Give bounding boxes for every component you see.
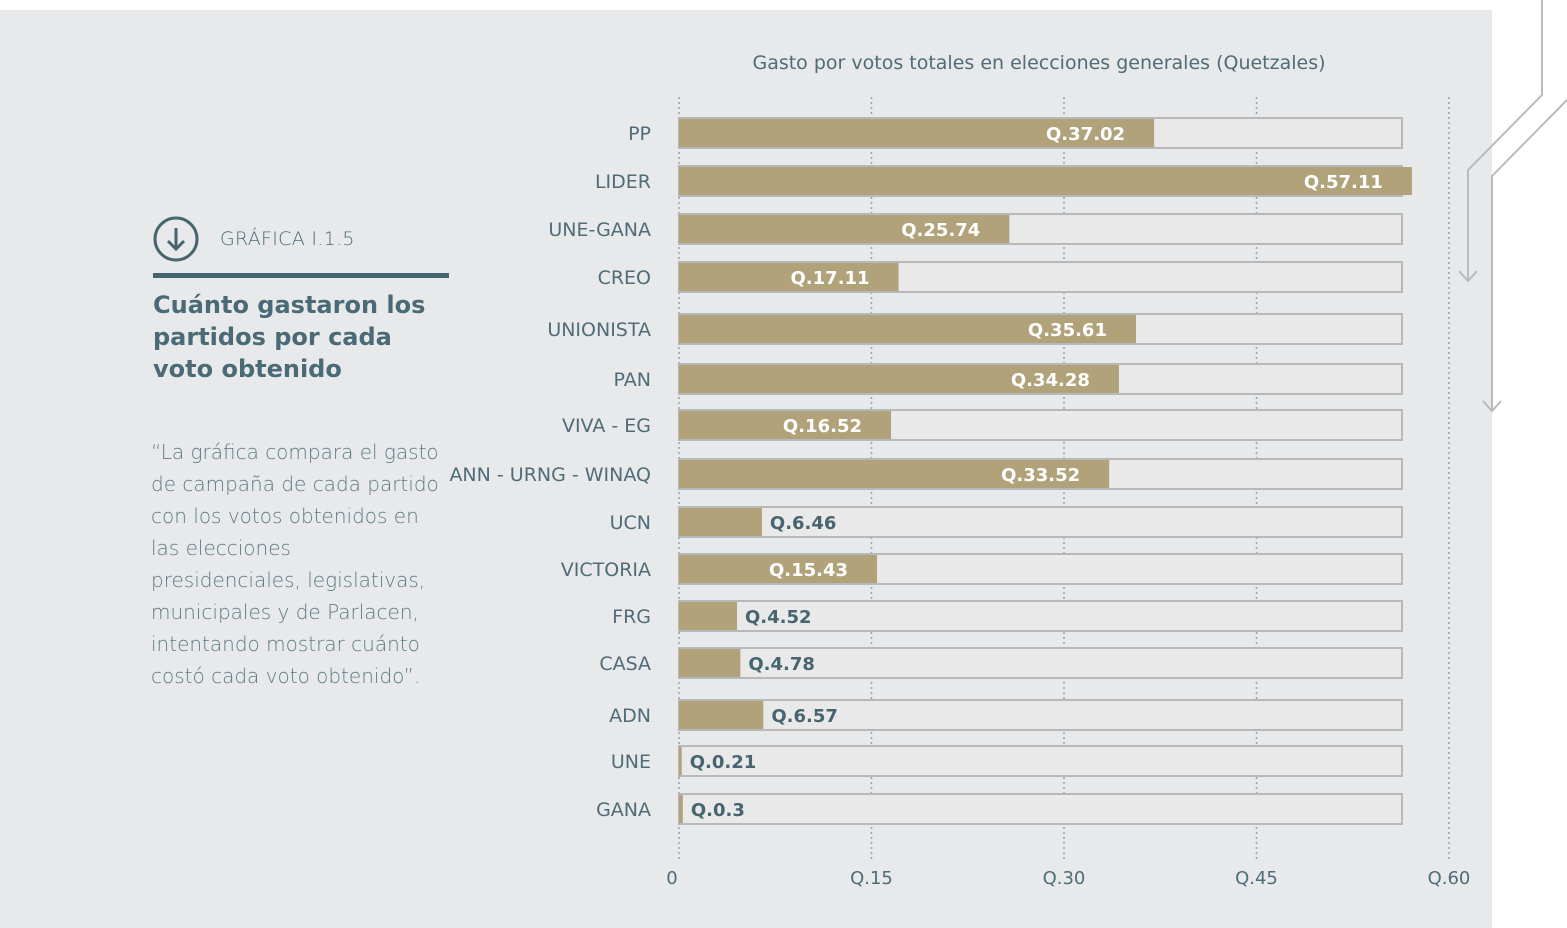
x-tick-label: Q.30 bbox=[1043, 868, 1086, 889]
bar-row: CASA Q.4.78 bbox=[599, 647, 1403, 679]
data-label: Q.16.52 bbox=[783, 416, 862, 437]
bar-row: FRG Q.4.52 bbox=[612, 600, 1403, 632]
bar bbox=[679, 747, 682, 775]
bar-row: VIVA - EG Q.16.52 bbox=[562, 409, 1403, 441]
bar bbox=[679, 411, 892, 439]
category-label: CASA bbox=[599, 653, 651, 675]
x-tick-label: Q.60 bbox=[1428, 868, 1471, 889]
data-label: Q.35.61 bbox=[1028, 320, 1107, 341]
data-label: Q.4.78 bbox=[748, 654, 815, 675]
bar bbox=[679, 795, 683, 823]
bar bbox=[679, 315, 1136, 343]
figure-title: Cuánto gastaron los partidos por cada vo… bbox=[153, 291, 426, 383]
data-label: Q.4.52 bbox=[745, 607, 812, 628]
bar-track bbox=[678, 699, 1403, 731]
bar-row: PP Q.37.02 bbox=[628, 117, 1403, 149]
data-label: Q.17.11 bbox=[791, 268, 870, 289]
bar bbox=[679, 555, 878, 583]
bar-row: ANN - URNG - WINAQ Q.33.52 bbox=[449, 458, 1403, 490]
category-label: UNIONISTA bbox=[547, 319, 651, 341]
bar-track bbox=[678, 745, 1403, 777]
x-tick-label: 0 bbox=[666, 868, 677, 889]
bar bbox=[679, 263, 899, 291]
title-divider bbox=[153, 273, 449, 278]
bar bbox=[679, 365, 1119, 393]
bars: PP Q.37.02 LIDER Q.57.11 UNE-GANA Q.25.74 CREO… bbox=[449, 117, 1412, 825]
category-label: VIVA - EG bbox=[562, 415, 651, 437]
bar bbox=[679, 701, 764, 729]
data-label: Q.25.74 bbox=[901, 220, 980, 241]
data-label: Q.0.3 bbox=[691, 800, 745, 821]
bar-row: UNIONISTA Q.35.61 bbox=[547, 313, 1403, 345]
bar bbox=[679, 508, 762, 536]
figure-number: GRÁFICA I.1.5 bbox=[220, 228, 355, 250]
category-label: PP bbox=[628, 123, 651, 145]
category-label: PAN bbox=[614, 369, 651, 391]
category-label: CREO bbox=[598, 267, 651, 289]
category-label: UCN bbox=[610, 512, 651, 534]
data-label: Q.37.02 bbox=[1046, 124, 1125, 145]
bar-row: ADN Q.6.57 bbox=[609, 699, 1403, 731]
figure-description: “La gráfica compara el gasto de campaña … bbox=[151, 440, 439, 688]
x-tick-label: Q.15 bbox=[850, 868, 893, 889]
bar-row: UCN Q.6.46 bbox=[610, 506, 1403, 538]
arrow-down-circle-icon bbox=[153, 216, 199, 262]
data-label: Q.15.43 bbox=[769, 560, 848, 581]
data-label: Q.57.11 bbox=[1304, 172, 1383, 193]
bar bbox=[679, 215, 1010, 243]
category-label: GANA bbox=[596, 799, 651, 821]
category-label: FRG bbox=[612, 606, 651, 628]
category-label: ADN bbox=[609, 705, 651, 727]
bar-row: GANA Q.0.3 bbox=[596, 793, 1403, 825]
category-label: VICTORIA bbox=[561, 559, 651, 581]
bar-track bbox=[678, 793, 1403, 825]
category-label: UNE-GANA bbox=[548, 219, 651, 241]
category-label: UNE bbox=[611, 751, 651, 773]
bar-row: PAN Q.34.28 bbox=[614, 363, 1403, 395]
bar bbox=[679, 119, 1155, 147]
bar-row: VICTORIA Q.15.43 bbox=[561, 553, 1403, 585]
data-label: Q.6.46 bbox=[770, 513, 837, 534]
bar-track bbox=[678, 647, 1403, 679]
data-label: Q.6.57 bbox=[771, 706, 838, 727]
bar-row: CREO Q.17.11 bbox=[598, 261, 1403, 293]
bar bbox=[679, 460, 1110, 488]
data-label: Q.0.21 bbox=[690, 752, 757, 773]
chart-title: Gasto por votos totales en elecciones ge… bbox=[752, 52, 1325, 74]
x-axis-ticks: 0 Q.15 Q.30 Q.45 Q.60 bbox=[666, 868, 1470, 889]
bar-row: LIDER Q.57.11 bbox=[595, 165, 1412, 197]
data-label: Q.34.28 bbox=[1011, 370, 1090, 391]
data-label: Q.33.52 bbox=[1001, 465, 1080, 486]
bar bbox=[679, 649, 741, 677]
category-label: ANN - URNG - WINAQ bbox=[449, 464, 651, 486]
bar bbox=[679, 602, 738, 630]
category-label: LIDER bbox=[595, 171, 651, 193]
x-tick-label: Q.45 bbox=[1235, 868, 1278, 889]
bar bbox=[679, 167, 1412, 195]
bar-row: UNE-GANA Q.25.74 bbox=[548, 213, 1403, 245]
bar-track bbox=[678, 506, 1403, 538]
bar-row: UNE Q.0.21 bbox=[611, 745, 1403, 777]
